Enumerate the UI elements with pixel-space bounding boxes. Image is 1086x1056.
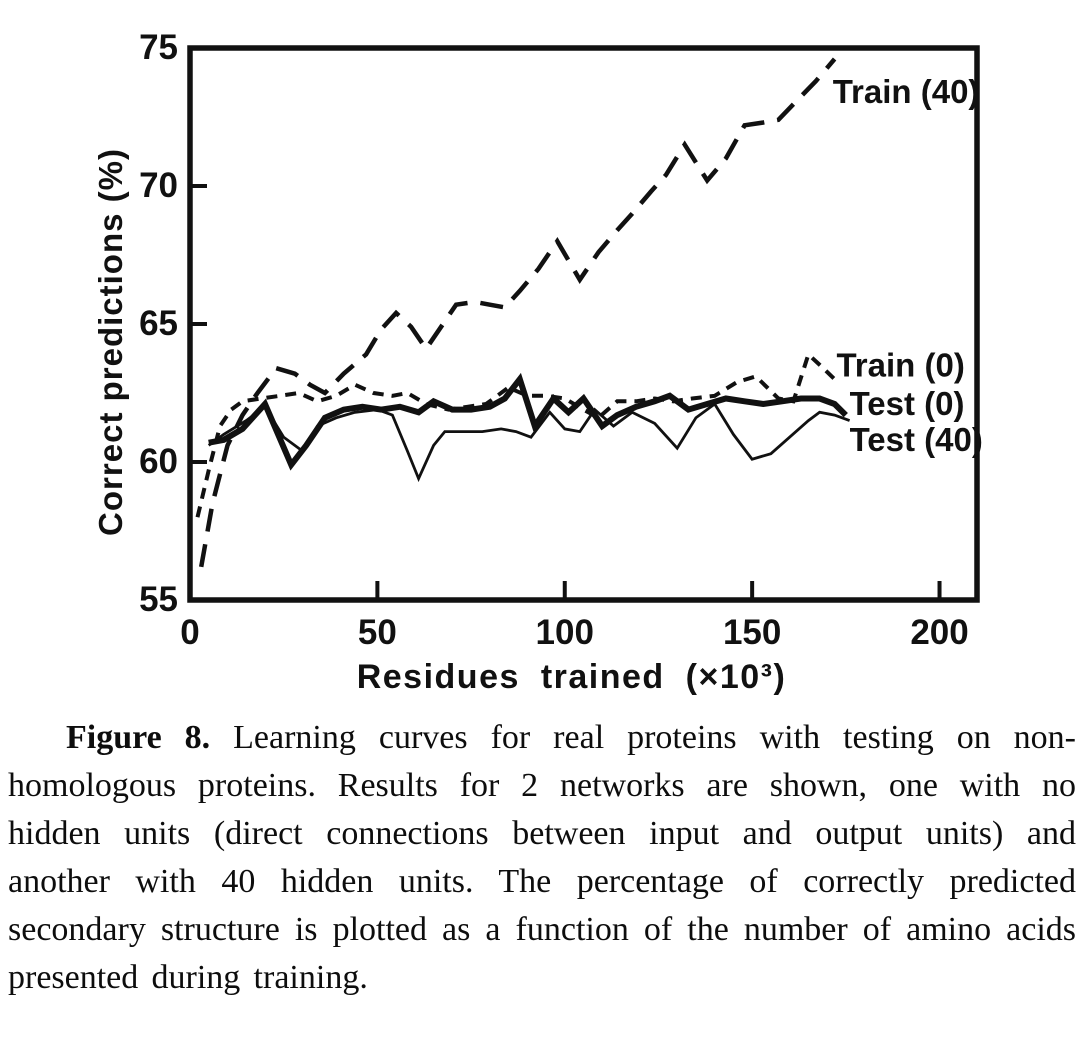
x-axis-title: Residues trained (×10³) xyxy=(357,658,787,696)
figure-caption-block: Figure 8. Learning curves for real prote… xyxy=(0,706,1086,1002)
x-tick-label: 50 xyxy=(358,613,397,652)
y-tick-label: 70 xyxy=(139,166,178,205)
y-axis-title: Correct predictions (%) xyxy=(92,148,129,536)
series-line-train-40 xyxy=(198,57,837,568)
y-tick-label: 75 xyxy=(139,28,178,67)
y-tick-label: 55 xyxy=(139,580,178,619)
legend-label-train-40: Train (40) xyxy=(833,73,980,110)
series-line-train-0 xyxy=(195,350,836,518)
figure-caption-text: Learning curves for real proteins with t… xyxy=(8,719,1076,996)
series-line-test-0 xyxy=(208,372,848,471)
learning-curves-plot: 55 60 65 70 75 0 50 100 150 200 Residues trained (… xyxy=(92,28,983,696)
y-tick-label: 65 xyxy=(139,304,178,343)
learning-curves-chart: 55 60 65 70 75 0 50 100 150 200 Residues trained (… xyxy=(92,28,983,696)
legend-label-test-40: Test (40) xyxy=(850,421,983,458)
y-tick-label: 60 xyxy=(139,442,178,481)
x-tick-label: 0 xyxy=(180,613,199,652)
legend-label-train-0: Train (0) xyxy=(836,346,964,383)
figure-caption: Figure 8. Learning curves for real prote… xyxy=(8,714,1076,1002)
legend-label-test-0: Test (0) xyxy=(850,385,965,422)
x-tick-label: 200 xyxy=(910,613,968,652)
x-tick-label: 150 xyxy=(723,613,781,652)
plot-box xyxy=(187,45,980,603)
figure-caption-label: Figure 8. xyxy=(66,719,211,756)
x-tick-label: 100 xyxy=(536,613,594,652)
series-line-test-40 xyxy=(207,401,851,483)
